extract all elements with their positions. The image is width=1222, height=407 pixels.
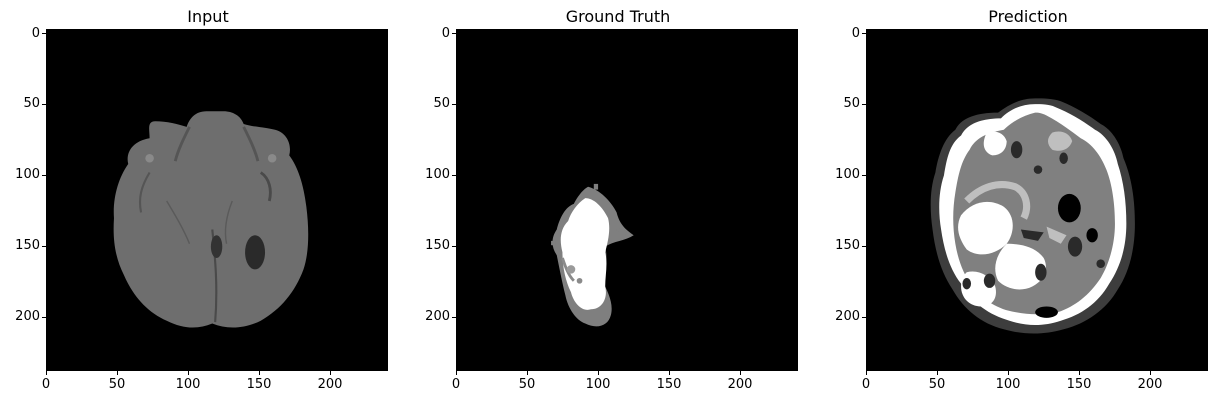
tumor-core (560, 198, 610, 310)
prediction-mask (867, 30, 1207, 370)
x-tick-label: 150 (656, 377, 682, 392)
y-tick-label: 0 (31, 26, 40, 41)
y-tick-label: 200 (835, 309, 860, 324)
x-tick-label: 200 (727, 377, 753, 392)
image-ground-truth-mask (456, 29, 798, 371)
y-tick-label: 50 (433, 96, 450, 111)
x-tick-label: 150 (1066, 377, 1092, 392)
image-prediction-mask (866, 29, 1208, 371)
x-tick-label: 50 (518, 377, 536, 392)
y-tick-label: 200 (15, 309, 40, 324)
y-tick-label: 0 (441, 26, 450, 41)
panel-title: Input (187, 7, 229, 26)
y-tick-label: 150 (425, 238, 450, 253)
panel-title: Prediction (988, 7, 1068, 26)
pred-gray-interior (953, 112, 1115, 315)
image-input-mri (46, 29, 388, 371)
panel-prediction: Prediction (820, 0, 1220, 407)
y-tick-label: 100 (835, 167, 860, 182)
y-tick-label: 200 (425, 309, 450, 324)
y-tick-label: 50 (843, 96, 860, 111)
panel-title: Ground Truth (565, 7, 671, 26)
x-tick-label: 100 (995, 377, 1021, 392)
x-tick-label: 0 (41, 377, 51, 392)
brain-tissue (113, 111, 309, 328)
segmentation-mask (457, 30, 797, 370)
y-tick-label: 0 (851, 26, 860, 41)
y-tick-label: 150 (15, 238, 40, 253)
y-tick-label: 50 (23, 96, 40, 111)
x-tick-label: 50 (928, 377, 946, 392)
x-tick-label: 200 (1137, 377, 1163, 392)
x-tick-label: 200 (317, 377, 343, 392)
x-tick-label: 50 (108, 377, 126, 392)
panel-input: Input 0 50 100 150 200 (0, 0, 400, 407)
x-tick-label: 150 (246, 377, 272, 392)
x-tick-label: 0 (451, 377, 461, 392)
y-tick-label: 100 (15, 167, 40, 182)
mri-slice-image (47, 30, 387, 370)
y-tick-label: 100 (425, 167, 450, 182)
x-tick-label: 100 (585, 377, 611, 392)
panel-ground-truth: Ground Truth 0 50 100 150 200 0 (410, 0, 810, 407)
y-tick-label: 150 (835, 238, 860, 253)
x-tick-label: 100 (175, 377, 201, 392)
x-tick-label: 0 (861, 377, 871, 392)
